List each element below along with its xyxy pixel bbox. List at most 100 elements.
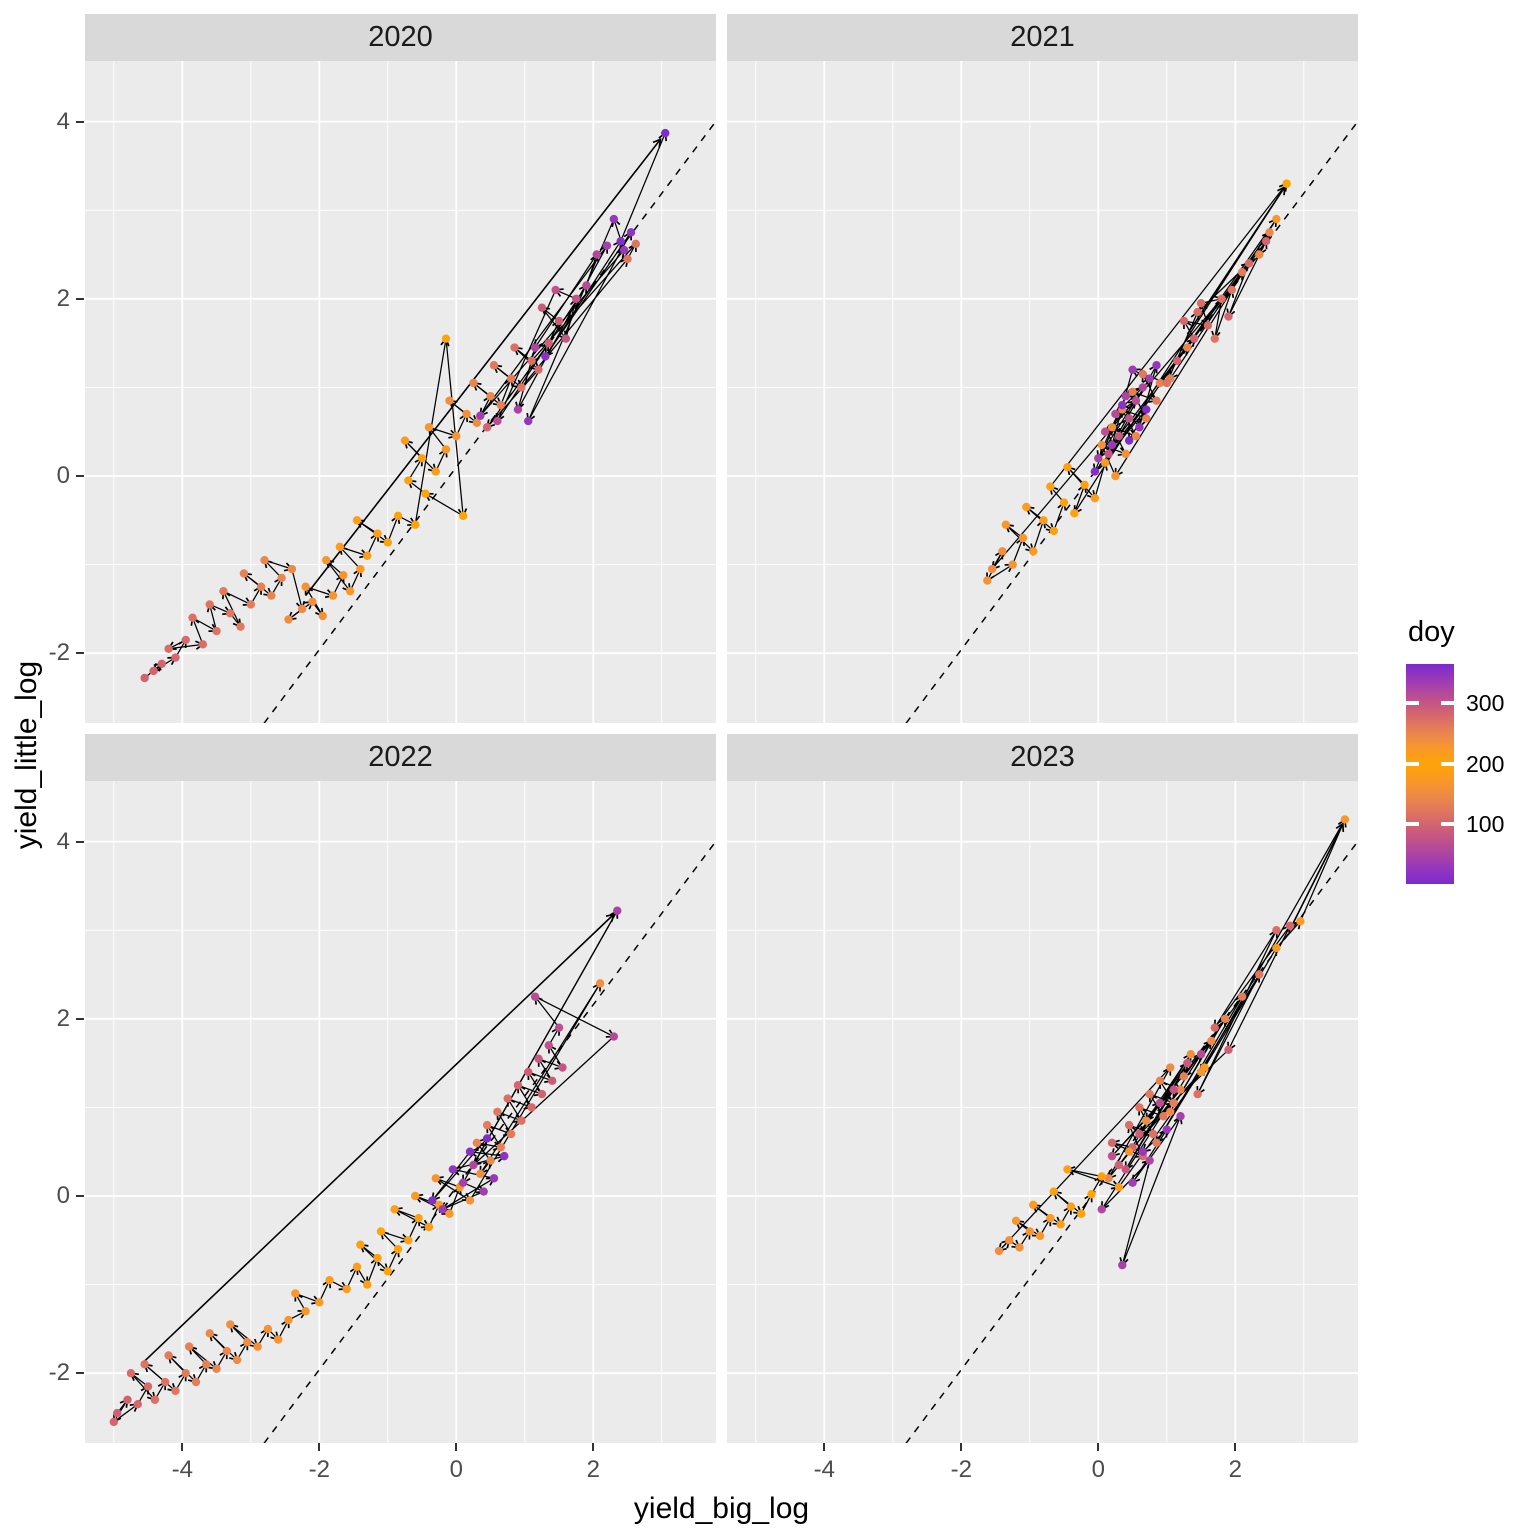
trajectory-arrow	[1214, 926, 1290, 1029]
data-point	[352, 1262, 362, 1272]
data-point	[534, 1054, 543, 1063]
trajectory-arrow	[113, 1404, 138, 1423]
data-point	[537, 303, 547, 312]
data-point	[1166, 1063, 1175, 1072]
trajectory-arrow	[1166, 312, 1198, 384]
data-point	[441, 334, 451, 343]
panel-background	[85, 781, 716, 1443]
data-point	[318, 611, 327, 621]
x-tick-mark	[960, 1443, 963, 1451]
data-point	[1121, 1165, 1130, 1174]
data-point	[441, 445, 451, 454]
trajectory-arrow	[407, 458, 422, 481]
data-point	[363, 551, 372, 560]
y-tick-mark	[76, 1017, 84, 1020]
trajectory-arrow	[1299, 819, 1345, 922]
data-point	[1124, 414, 1134, 423]
trajectory-arrow	[1073, 485, 1084, 514]
data-point	[1220, 1014, 1230, 1023]
data-point	[506, 374, 516, 383]
data-point	[1166, 1107, 1175, 1117]
data-point	[1237, 268, 1247, 277]
data-point	[1059, 498, 1069, 507]
data-point	[1196, 1067, 1206, 1077]
trajectory-arrow	[1032, 520, 1043, 552]
data-point	[1272, 214, 1281, 224]
y-tick-label: 2	[56, 284, 70, 312]
data-point	[1131, 431, 1141, 441]
data-point	[544, 338, 553, 348]
data-point	[1128, 387, 1137, 397]
data-point	[517, 383, 526, 392]
data-point	[1207, 1036, 1216, 1046]
trajectory-arrow	[1121, 1116, 1180, 1266]
data-point	[1183, 1058, 1192, 1068]
trajectory-arrow	[534, 996, 614, 1037]
data-point	[390, 1205, 399, 1214]
data-point	[1142, 1116, 1151, 1125]
facet-strip-2023: 2023	[727, 734, 1358, 781]
data-point	[393, 511, 403, 521]
trajectory-arrow	[999, 1067, 1171, 1251]
data-point	[1261, 237, 1271, 246]
y-tick-mark	[76, 652, 84, 655]
data-point	[414, 1213, 423, 1223]
data-point	[1224, 1045, 1233, 1055]
data-point	[1066, 1202, 1076, 1211]
data-point	[373, 1253, 382, 1263]
data-point	[284, 1315, 293, 1325]
data-point	[987, 564, 997, 574]
data-point	[623, 254, 632, 264]
trajectory-arrow	[445, 338, 463, 516]
facet-panel-2023	[727, 781, 1358, 1443]
x-tick-mark	[1234, 1443, 1237, 1451]
data-point	[222, 1346, 232, 1356]
data-point	[1145, 1156, 1154, 1165]
data-point	[458, 1178, 468, 1187]
data-point	[524, 416, 533, 426]
y-tick-mark	[76, 1372, 84, 1375]
data-point	[140, 1360, 149, 1369]
data-point	[476, 411, 485, 420]
trajectory-arrow	[517, 246, 607, 410]
data-point	[1063, 1165, 1072, 1174]
data-point	[1285, 921, 1295, 930]
facet-strip-label: 2022	[368, 741, 433, 773]
data-point	[352, 516, 362, 525]
data-points	[109, 906, 622, 1427]
data-point	[1296, 917, 1305, 926]
data-point	[616, 237, 625, 246]
data-point	[631, 239, 640, 249]
data-point	[1100, 458, 1110, 467]
facet-strip-label: 2023	[1010, 741, 1075, 773]
data-point	[1152, 396, 1161, 405]
y-tick-label: 0	[56, 1182, 70, 1209]
data-point	[513, 405, 523, 414]
data-point	[184, 1342, 194, 1351]
panel-background	[727, 61, 1358, 723]
data-point	[198, 640, 208, 649]
data-point	[297, 604, 307, 614]
data-point	[1196, 299, 1206, 308]
x-tick-label: -4	[171, 1456, 193, 1483]
trajectory-arrow	[223, 591, 242, 627]
data-point	[465, 1196, 475, 1205]
trajectory-arrow	[486, 1124, 511, 1134]
data-point	[1100, 427, 1110, 436]
x-tick-label: -4	[813, 1456, 835, 1483]
data-point	[400, 436, 410, 445]
doy-colorbar-legend: doy 300 200 100	[1396, 600, 1536, 930]
data-point	[431, 1174, 440, 1183]
data-point	[393, 1244, 403, 1254]
data-point	[226, 1320, 235, 1329]
data-point	[1142, 414, 1151, 423]
trajectory-arrow	[428, 426, 456, 436]
data-point	[431, 467, 440, 476]
data-point	[1159, 1112, 1168, 1121]
data-point	[188, 613, 197, 622]
data-point	[160, 1377, 170, 1387]
data-point	[445, 396, 454, 405]
data-point	[1162, 1125, 1171, 1134]
x-tick-mark	[181, 1443, 184, 1451]
data-point	[1070, 509, 1079, 518]
